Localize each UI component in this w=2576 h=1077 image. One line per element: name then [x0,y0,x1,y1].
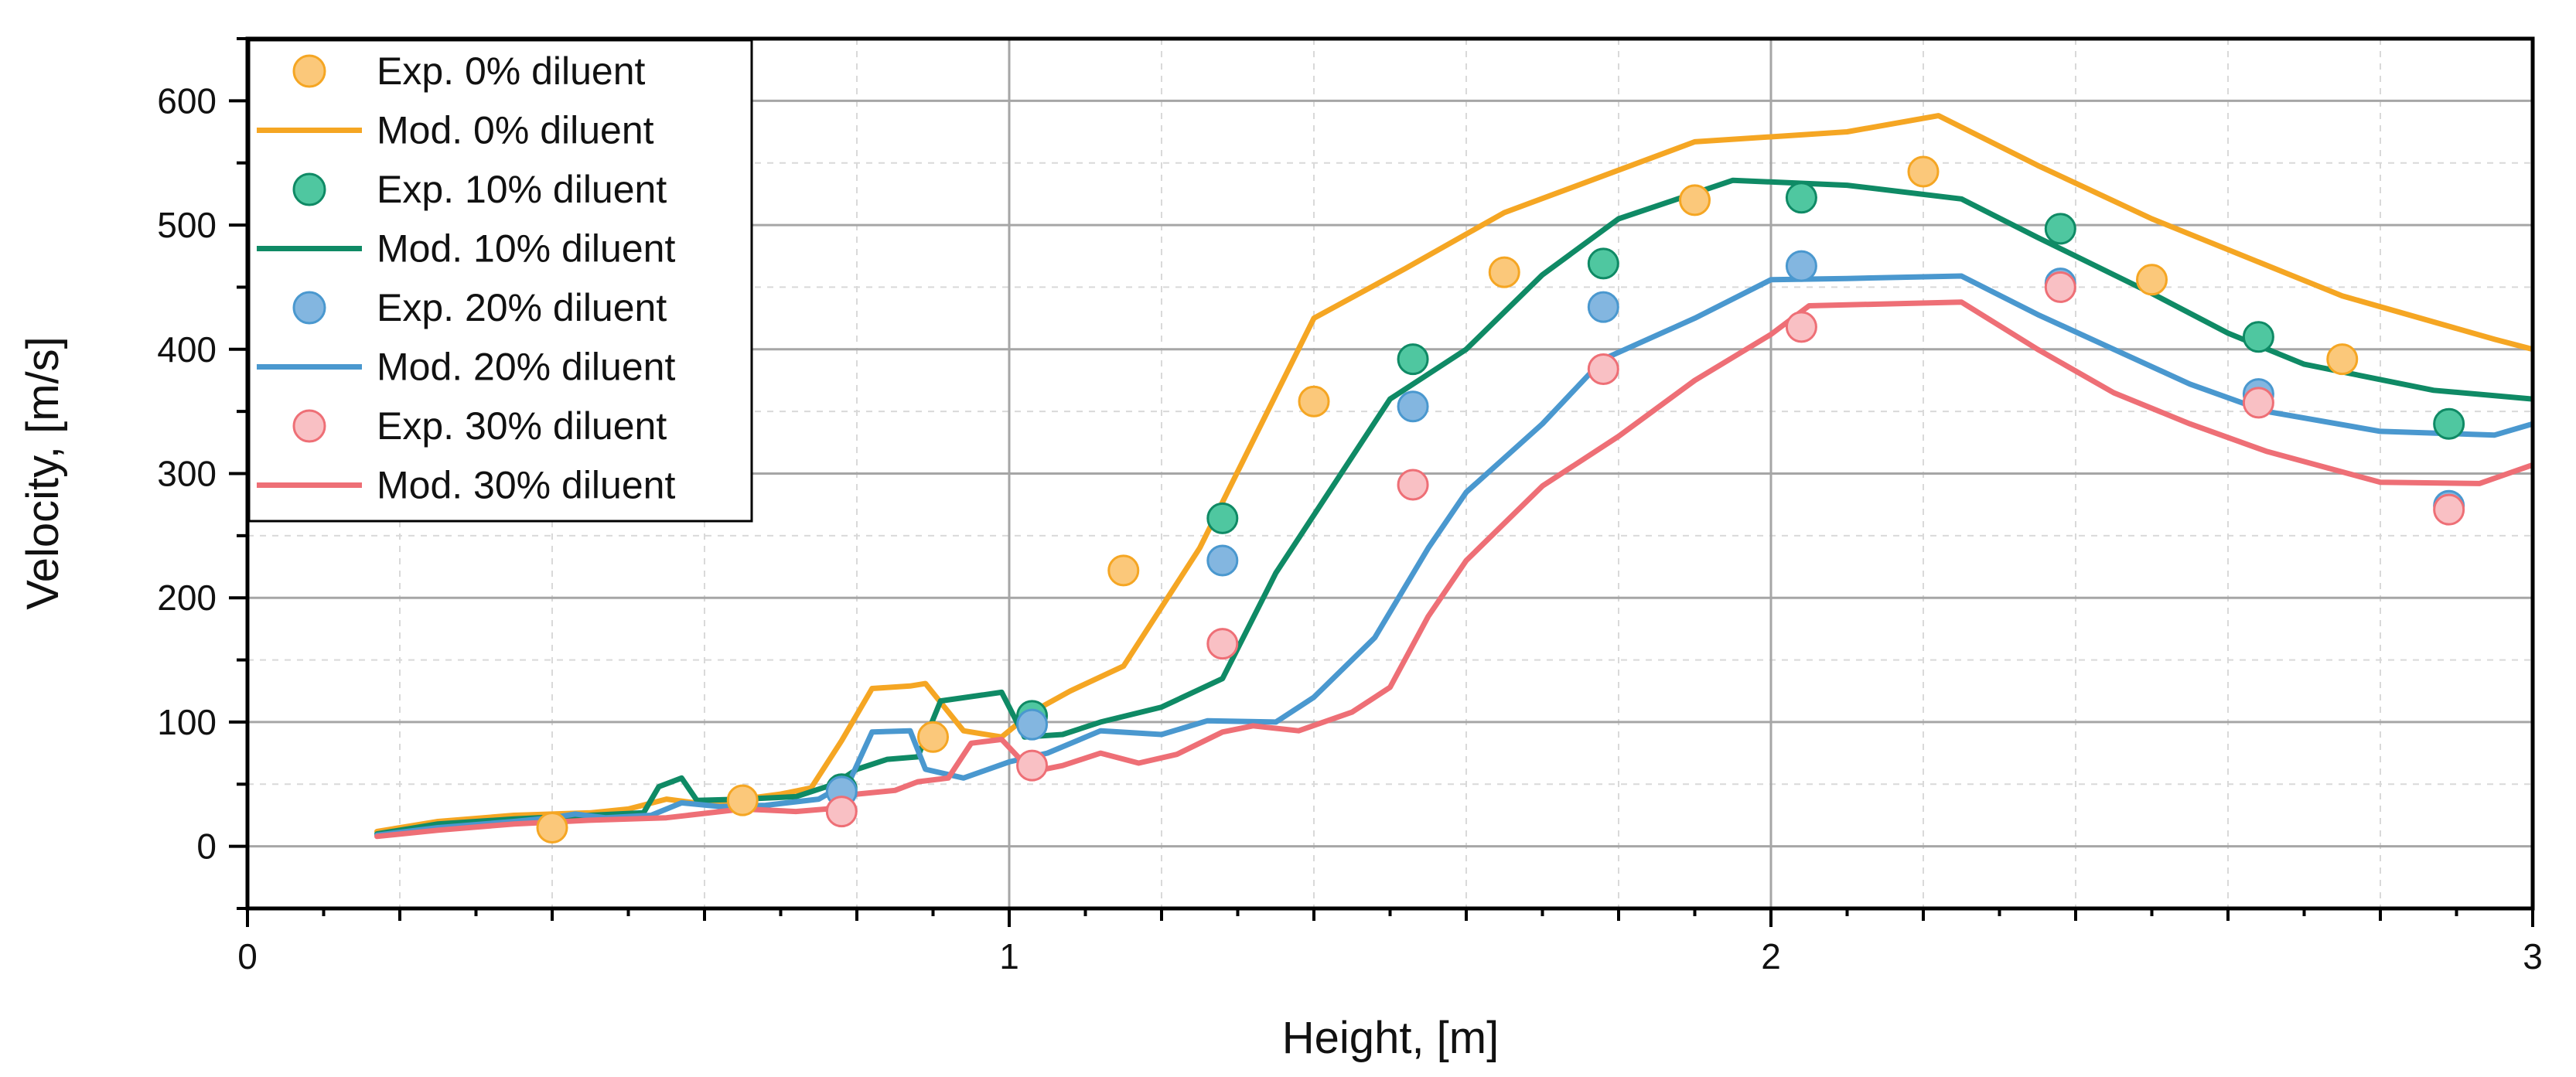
marker-exp-10-diluent [2433,407,2465,440]
legend-marker [292,291,326,325]
marker-exp-10-diluent [2044,213,2076,245]
model-lines [374,113,2533,840]
marker-exp-30-diluent [2433,493,2465,526]
legend: Exp. 0% diluent Mod. 0% diluent Exp. 10% d… [247,39,753,523]
legend-label: Mod. 20% diluent [377,346,675,389]
x-tick-label: 0 [237,936,258,976]
y-tick-label: 300 [157,454,217,494]
legend-label: Mod. 0% diluent [377,109,654,152]
marker-exp-0-diluent [1907,155,1940,188]
y-axis-title: Velocity, [m/s] [18,336,68,609]
line-mod-30-diluent [374,299,2533,840]
legend-label: Exp. 30% diluent [377,404,667,448]
y-tick-labels: 0 100 200 300 400 500 600 [157,80,217,866]
marker-exp-30-diluent [1587,353,1619,385]
marker-exp-20-diluent [1016,708,1049,741]
line-mod-10-diluent [374,177,2533,837]
legend-label: Mod. 10% diluent [377,227,675,271]
marker-exp-30-diluent [825,796,858,828]
y-tick-label: 100 [157,702,217,742]
marker-exp-10-diluent [1397,343,1429,376]
marker-exp-30-diluent [2044,271,2076,303]
experiment-markers [536,155,2465,844]
legend-label: Exp. 20% diluent [377,286,667,329]
y-tick-label: 500 [157,205,217,245]
marker-exp-30-diluent [1785,311,1817,343]
marker-exp-10-diluent [1587,247,1619,280]
marker-exp-10-diluent [1785,182,1817,214]
marker-exp-10-diluent [2242,321,2274,353]
marker-exp-20-diluent [1587,291,1619,323]
marker-exp-20-diluent [1206,544,1239,577]
marker-exp-0-diluent [1107,554,1140,587]
marker-exp-30-diluent [1397,469,1429,501]
marker-exp-0-diluent [726,784,759,816]
marker-exp-30-diluent [1206,628,1239,660]
marker-exp-0-diluent [1298,385,1330,418]
y-tick-label: 600 [157,80,217,121]
marker-exp-0-diluent [2326,343,2359,376]
marker-exp-0-diluent [536,812,568,844]
legend-marker [292,54,326,88]
marker-exp-30-diluent [1016,749,1049,782]
marker-exp-0-diluent [917,721,949,753]
marker-exp-30-diluent [2242,387,2274,419]
y-tick-label: 200 [157,578,217,618]
legend-label: Exp. 10% diluent [377,168,667,211]
legend-marker [292,409,326,443]
axis-ticks [229,37,2534,927]
marker-exp-10-diluent [1206,502,1239,534]
x-axis-title: Height, [m] [1282,1013,1499,1063]
legend-marker [292,172,326,206]
x-tick-labels: 0 1 2 3 [237,936,2543,976]
marker-exp-20-diluent [1785,250,1817,282]
legend-label: Exp. 0% diluent [377,49,646,93]
x-tick-label: 2 [1761,936,1781,976]
marker-exp-0-diluent [1488,256,1520,288]
y-tick-label: 0 [196,826,217,867]
x-tick-label: 1 [999,936,1019,976]
y-tick-label: 400 [157,329,217,370]
line-mod-20-diluent [374,273,2533,838]
legend-box [247,39,753,523]
marker-exp-0-diluent [2136,264,2168,296]
marker-exp-20-diluent [1397,390,1429,423]
x-tick-label: 3 [2523,936,2543,976]
legend-label: Mod. 30% diluent [377,464,675,507]
marker-exp-0-diluent [1679,184,1711,216]
